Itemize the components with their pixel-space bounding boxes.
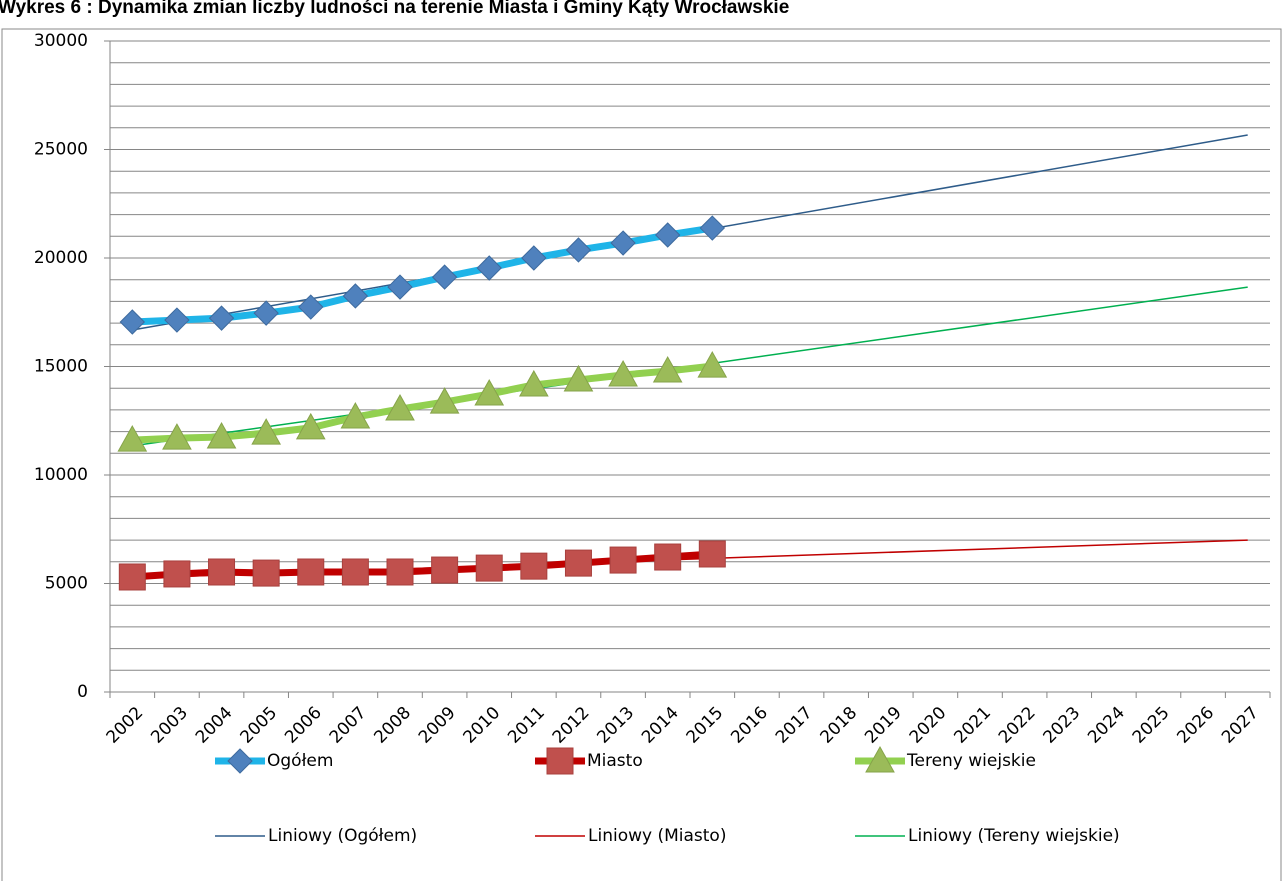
marker-diamond [565, 237, 592, 263]
marker-square [698, 540, 726, 568]
marker-diamond [253, 300, 279, 326]
y-tick-label: 30000 [34, 31, 88, 51]
marker-diamond [699, 215, 726, 241]
x-tick-label: 2020 [906, 703, 951, 748]
legend-label: Miasto [587, 751, 643, 771]
legend-label: Tereny wiejskie [906, 751, 1036, 771]
marker-square [208, 558, 236, 586]
marker-diamond [227, 748, 253, 774]
y-tick-label: 15000 [34, 357, 88, 377]
marker-diamond [431, 264, 458, 290]
marker-diamond [298, 294, 324, 320]
marker-triangle [518, 369, 549, 397]
x-tick-label: 2021 [950, 703, 995, 748]
x-tick-label: 2008 [370, 703, 415, 748]
marker-triangle [251, 418, 282, 445]
chart-title: Wykres 6 : Dynamika zmian liczby ludnośc… [0, 0, 789, 18]
marker-square [609, 546, 637, 574]
marker-diamond [521, 245, 547, 271]
marker-triangle [385, 394, 415, 421]
y-tick-label: 10000 [34, 465, 88, 485]
x-tick-label: 2011 [504, 703, 549, 748]
marker-triangle [117, 425, 148, 452]
x-tick-label: 2013 [593, 703, 638, 748]
marker-triangle [608, 359, 638, 387]
marker-triangle [295, 412, 326, 440]
legend-label: Liniowy (Ogółem) [268, 826, 417, 846]
x-tick-label: 2018 [816, 703, 861, 748]
marker-square [341, 558, 369, 586]
marker-triangle [865, 745, 895, 773]
x-tick-label: 2026 [1173, 703, 1218, 748]
marker-diamond [119, 309, 146, 335]
legend-label: Liniowy (Tereny wiejskie) [908, 826, 1120, 846]
marker-triangle [474, 379, 505, 406]
x-tick-label: 2006 [281, 703, 326, 748]
marker-diamond [654, 222, 681, 248]
x-tick-label: 2012 [549, 703, 594, 748]
x-tick-label: 2015 [683, 703, 728, 748]
marker-triangle [429, 387, 460, 414]
marker-square [564, 549, 592, 577]
marker-triangle [340, 402, 371, 429]
x-tick-label: 2017 [772, 703, 817, 748]
marker-diamond [164, 307, 190, 333]
x-tick-label: 2005 [236, 703, 281, 748]
y-tick-label: 20000 [34, 248, 88, 268]
x-tick-label: 2002 [103, 703, 148, 748]
y-tick-label: 5000 [45, 574, 88, 594]
marker-triangle [162, 423, 192, 450]
marker-square [431, 556, 459, 584]
y-tick-label: 25000 [34, 140, 88, 160]
x-tick-label: 2022 [995, 703, 1040, 748]
marker-triangle [652, 356, 683, 383]
marker-square [520, 552, 548, 580]
x-tick-label: 2003 [147, 703, 192, 748]
x-tick-label: 2004 [192, 703, 237, 748]
x-tick-label: 2016 [727, 703, 772, 748]
marker-diamond [342, 283, 369, 309]
marker-diamond [208, 305, 235, 331]
marker-triangle [697, 351, 728, 378]
marker-square [546, 747, 574, 775]
marker-square [163, 560, 191, 588]
marker-diamond [610, 230, 636, 256]
x-tick-label: 2009 [415, 703, 460, 748]
marker-square [475, 554, 503, 582]
marker-triangle [206, 422, 237, 449]
marker-diamond [476, 255, 502, 281]
marker-square [654, 543, 682, 571]
x-tick-label: 2014 [638, 703, 683, 748]
x-tick-label: 2024 [1084, 703, 1129, 748]
x-tick-label: 2010 [460, 703, 505, 748]
marker-square [252, 559, 280, 587]
x-tick-label: 2007 [326, 703, 371, 748]
y-tick-label: 0 [77, 682, 88, 702]
marker-square [386, 558, 414, 586]
marker-triangle [563, 364, 594, 392]
x-tick-label: 2019 [861, 703, 906, 748]
marker-square [297, 558, 325, 586]
marker-square [118, 563, 146, 591]
x-tick-label: 2027 [1218, 703, 1263, 748]
legend-label: Ogółem [267, 751, 333, 771]
x-tick-label: 2025 [1129, 703, 1174, 748]
chart-frame [1, 28, 1282, 881]
marker-diamond [387, 274, 413, 300]
x-tick-label: 2023 [1040, 703, 1085, 748]
legend-label: Liniowy (Miasto) [588, 826, 726, 846]
